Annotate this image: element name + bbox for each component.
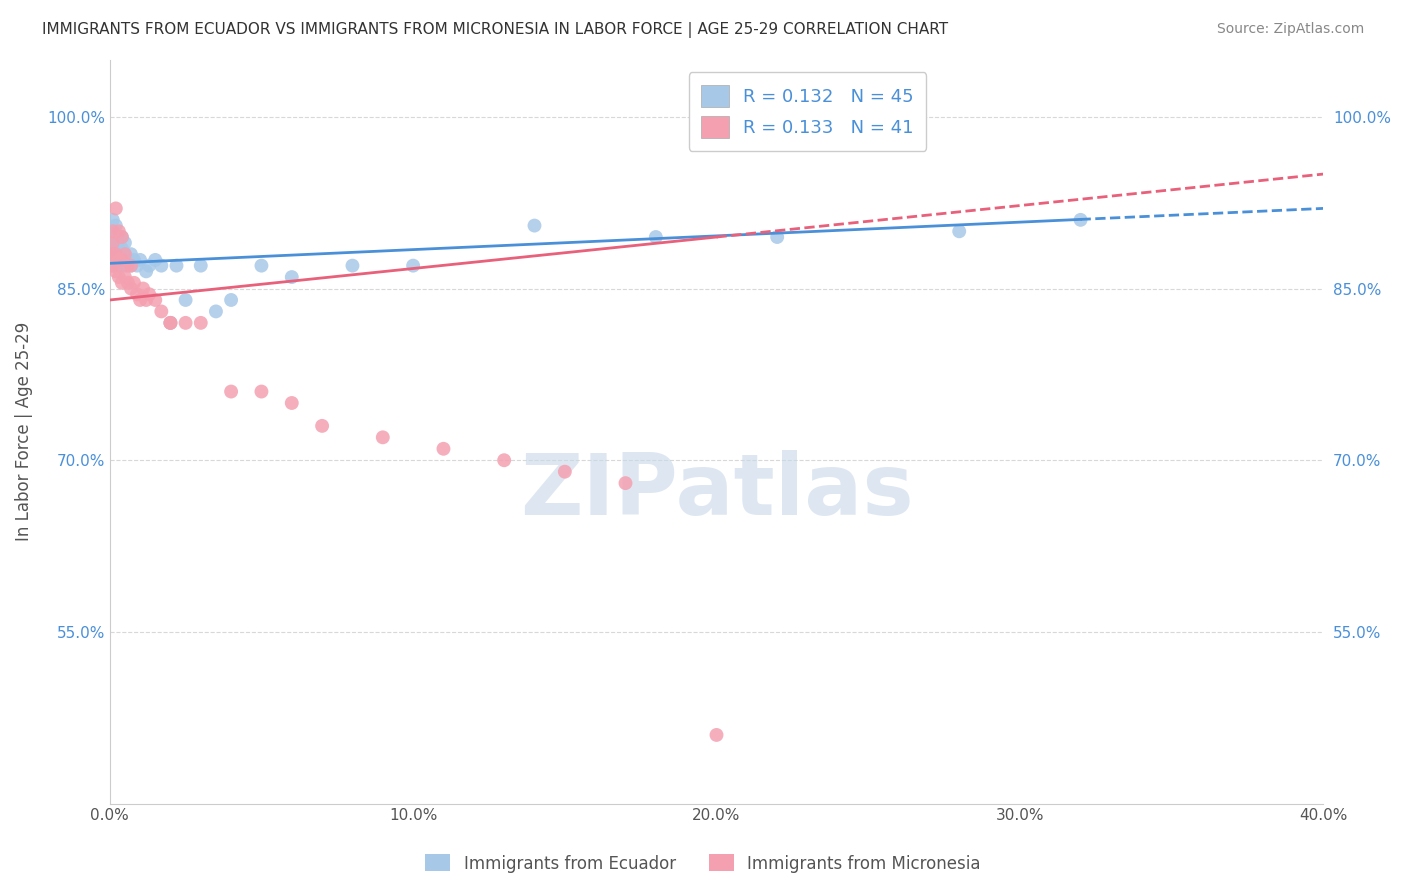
Point <box>766 230 789 244</box>
Point <box>101 235 124 250</box>
Point <box>120 259 142 273</box>
Point <box>120 259 142 273</box>
Point <box>190 259 212 273</box>
Point <box>250 259 273 273</box>
Point <box>101 235 124 250</box>
Point <box>644 230 666 244</box>
Point <box>174 293 197 307</box>
Point <box>101 259 124 273</box>
Point <box>101 224 124 238</box>
Point <box>111 276 134 290</box>
Point <box>125 287 148 301</box>
Point <box>132 281 155 295</box>
Point <box>1070 212 1092 227</box>
Point <box>104 202 127 216</box>
Point <box>108 259 131 273</box>
Point <box>138 259 160 273</box>
Point <box>432 442 454 456</box>
Point <box>104 230 127 244</box>
Text: Source: ZipAtlas.com: Source: ZipAtlas.com <box>1216 22 1364 37</box>
Point <box>219 384 242 399</box>
Legend: Immigrants from Ecuador, Immigrants from Micronesia: Immigrants from Ecuador, Immigrants from… <box>419 847 987 880</box>
Point <box>104 247 127 261</box>
Point <box>114 247 136 261</box>
Point <box>371 430 394 444</box>
Point <box>111 230 134 244</box>
Point <box>311 418 333 433</box>
Point <box>122 252 145 267</box>
Point <box>101 212 124 227</box>
Point <box>108 230 131 244</box>
Point <box>104 219 127 233</box>
Point <box>117 259 139 273</box>
Point <box>108 235 131 250</box>
Point <box>554 465 576 479</box>
Point <box>117 276 139 290</box>
Point <box>706 728 728 742</box>
Point <box>122 276 145 290</box>
Y-axis label: In Labor Force | Age 25-29: In Labor Force | Age 25-29 <box>15 322 32 541</box>
Point <box>159 316 181 330</box>
Point <box>190 316 212 330</box>
Point <box>104 252 127 267</box>
Point <box>120 281 142 295</box>
Point <box>114 247 136 261</box>
Point <box>114 259 136 273</box>
Point <box>104 247 127 261</box>
Point <box>614 476 637 491</box>
Point <box>125 259 148 273</box>
Point <box>101 247 124 261</box>
Point <box>117 252 139 267</box>
Point <box>150 259 173 273</box>
Text: ZIPatlas: ZIPatlas <box>520 450 914 533</box>
Point <box>129 293 152 307</box>
Point <box>402 259 425 273</box>
Point <box>159 316 181 330</box>
Point <box>108 270 131 285</box>
Text: IMMIGRANTS FROM ECUADOR VS IMMIGRANTS FROM MICRONESIA IN LABOR FORCE | AGE 25-29: IMMIGRANTS FROM ECUADOR VS IMMIGRANTS FR… <box>42 22 948 38</box>
Point <box>143 293 166 307</box>
Point <box>135 293 157 307</box>
Point <box>108 224 131 238</box>
Point <box>219 293 242 307</box>
Point <box>101 259 124 273</box>
Point <box>523 219 546 233</box>
Point <box>166 259 188 273</box>
Point <box>114 270 136 285</box>
Point <box>143 252 166 267</box>
Point <box>250 384 273 399</box>
Point <box>114 235 136 250</box>
Point <box>108 247 131 261</box>
Point <box>281 396 304 410</box>
Point <box>104 242 127 256</box>
Point <box>108 252 131 267</box>
Point <box>494 453 516 467</box>
Legend: R = 0.132   N = 45, R = 0.133   N = 41: R = 0.132 N = 45, R = 0.133 N = 41 <box>689 72 927 151</box>
Point <box>174 316 197 330</box>
Point <box>111 242 134 256</box>
Point <box>138 287 160 301</box>
Point <box>281 270 304 285</box>
Point <box>150 304 173 318</box>
Point <box>135 264 157 278</box>
Point <box>129 252 152 267</box>
Point <box>101 247 124 261</box>
Point <box>104 264 127 278</box>
Point <box>159 316 181 330</box>
Point <box>111 252 134 267</box>
Point <box>111 252 134 267</box>
Point <box>111 230 134 244</box>
Point <box>948 224 970 238</box>
Point <box>101 224 124 238</box>
Point <box>342 259 364 273</box>
Point <box>205 304 228 318</box>
Point <box>120 247 142 261</box>
